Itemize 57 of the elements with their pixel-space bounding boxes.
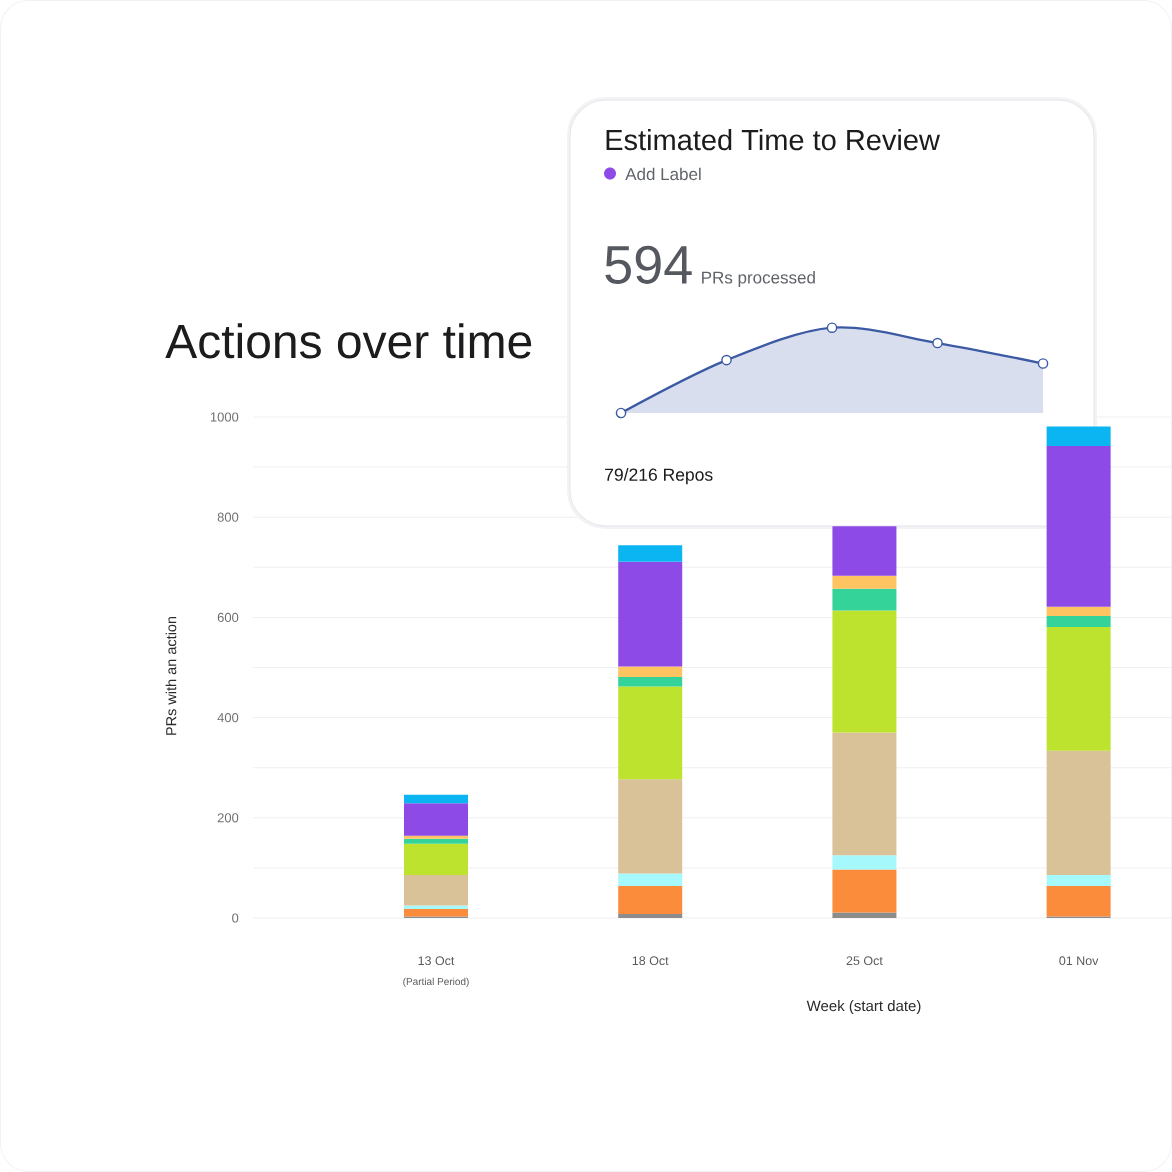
bar	[832, 912, 897, 918]
bar	[404, 874, 469, 906]
annotation: 79/216 Repos	[605, 468, 713, 485]
bar	[1046, 446, 1111, 607]
text: PRs processed	[702, 271, 815, 287]
bar	[832, 869, 897, 913]
bar	[832, 575, 897, 589]
y-tick-label: 200	[217, 813, 239, 823]
bar	[618, 677, 683, 687]
bar	[404, 794, 469, 804]
point	[826, 322, 838, 333]
y-tick-label: 1000	[210, 412, 239, 422]
x-tick-label: 13 Oct	[418, 956, 455, 966]
x-tick-label: 01 Nov	[1059, 956, 1099, 966]
bar	[1046, 874, 1111, 886]
chart-title: Estimated Time to Review	[606, 128, 940, 151]
text: 594	[605, 245, 692, 284]
point	[932, 337, 943, 349]
bar	[1046, 750, 1111, 875]
bar	[618, 913, 683, 918]
x-tick-label: 18 Oct	[632, 956, 669, 966]
bar	[618, 545, 683, 562]
bar	[832, 732, 897, 856]
text: (Partial Period)	[403, 977, 469, 988]
x-axis-title: Week (start date)	[806, 1000, 921, 1015]
bar	[618, 873, 683, 886]
bar	[618, 561, 683, 667]
bar	[404, 835, 469, 839]
bar	[404, 908, 469, 917]
y-tick-label: 800	[217, 512, 239, 522]
bar	[404, 838, 469, 844]
bar	[1046, 606, 1111, 616]
bar	[1046, 626, 1111, 751]
bar	[832, 526, 897, 576]
y-tick-label: 400	[217, 712, 239, 723]
y-tick-label: 0	[232, 913, 239, 923]
chart-subtitle: Add Label	[625, 167, 701, 181]
bar	[1046, 885, 1111, 917]
bar	[404, 843, 469, 875]
bar	[404, 905, 469, 909]
bar	[618, 686, 683, 780]
bar	[404, 803, 469, 836]
x-tick-label: 25 Oct	[846, 956, 883, 966]
bar	[1046, 615, 1111, 627]
y-axis-title: PRs with an action	[165, 616, 177, 735]
bar	[832, 588, 897, 611]
chart-title: Actions over time	[165, 323, 532, 359]
y-tick-label: 600	[217, 612, 239, 622]
bar	[618, 666, 683, 678]
bar	[618, 885, 683, 914]
point	[1037, 358, 1049, 369]
point	[721, 354, 732, 366]
bar	[1046, 426, 1111, 447]
point	[615, 407, 627, 419]
bar	[618, 779, 683, 874]
bar	[832, 855, 897, 870]
bar	[832, 610, 897, 733]
